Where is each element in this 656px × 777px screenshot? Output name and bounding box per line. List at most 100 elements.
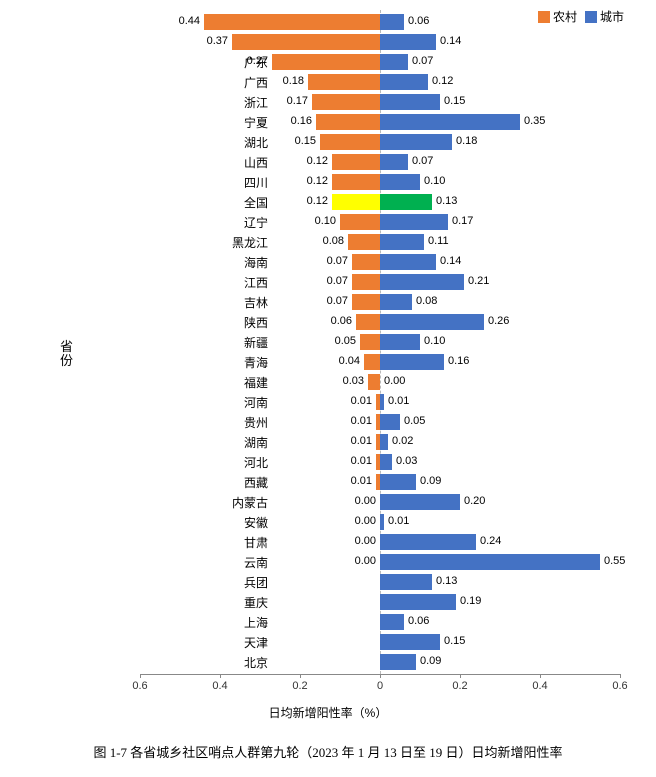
bar-urban [380, 34, 436, 50]
bar-urban [380, 354, 444, 370]
bar-urban [380, 94, 440, 110]
value-label-urban: 0.03 [396, 455, 417, 467]
value-label-rural: 0.00 [355, 515, 376, 527]
table-row: 全国 0.12 0.13 [140, 192, 620, 212]
table-row: 重庆0.19 [140, 592, 620, 612]
table-row: 宁夏0.160.35 [140, 112, 620, 132]
bar-urban [380, 554, 600, 570]
category-label: 福建 [148, 374, 268, 391]
category-label: 广西 [148, 74, 268, 91]
value-label-rural: 0.16 [291, 115, 312, 127]
bar-rural [232, 34, 380, 50]
value-label-urban: 0.13 [436, 195, 457, 207]
bar-rural [368, 374, 380, 390]
value-label-rural: 0.12 [307, 195, 328, 207]
value-label-rural: 0.15 [295, 135, 316, 147]
table-row: 河北0.010.03 [140, 452, 620, 472]
value-label-urban: 0.26 [488, 315, 509, 327]
bar-urban [380, 614, 404, 630]
bar-urban [380, 174, 420, 190]
category-label: 天津 [148, 634, 268, 651]
bar-rural [360, 334, 380, 350]
x-tick [300, 674, 301, 678]
bar-urban [380, 434, 388, 450]
table-row: 新疆0.050.10 [140, 332, 620, 352]
category-label: 陕西 [148, 314, 268, 331]
table-row: 陕西 0.06 0.26 [140, 312, 620, 332]
value-label-rural: 0.00 [355, 495, 376, 507]
bar-rural [272, 54, 380, 70]
bar-rural [320, 134, 380, 150]
category-label: 辽宁 [148, 214, 268, 231]
value-label-rural: 0.05 [335, 335, 356, 347]
category-label: 江西 [148, 274, 268, 291]
category-label: 安徽 [148, 514, 268, 531]
bar-rural [356, 314, 380, 330]
value-label-rural: 0.03 [343, 375, 364, 387]
bar-rural [312, 94, 380, 110]
value-label-urban: 0.01 [388, 395, 409, 407]
bar-urban [380, 114, 520, 130]
value-label-rural: 0.12 [307, 175, 328, 187]
value-label-urban: 0.11 [428, 235, 449, 247]
value-label-rural: 0.07 [327, 275, 348, 287]
value-label-urban: 0.55 [604, 555, 625, 567]
bar-urban [380, 594, 456, 610]
value-label-rural: 0.01 [351, 435, 372, 447]
category-label: 内蒙古 [148, 494, 268, 511]
table-row: 山东0.440.06 [140, 12, 620, 32]
table-row: 云南0.000.55 [140, 552, 620, 572]
value-label-urban: 0.20 [464, 495, 485, 507]
category-label: 甘肃 [148, 534, 268, 551]
value-label-urban: 0.10 [424, 175, 445, 187]
bar-urban [380, 154, 408, 170]
value-label-urban: 0.16 [448, 355, 469, 367]
category-label: 山西 [148, 154, 268, 171]
table-row: 辽宁0.100.17 [140, 212, 620, 232]
table-row: 山西0.120.07 [140, 152, 620, 172]
bar-rural [332, 194, 380, 210]
table-row: 福建0.030.00 [140, 372, 620, 392]
value-label-rural: 0.06 [331, 315, 352, 327]
bar-urban [380, 574, 432, 590]
value-label-rural: 0.44 [179, 15, 200, 27]
value-label-rural: 0.37 [207, 35, 228, 47]
bar-urban [380, 14, 404, 30]
bar-rural [204, 14, 380, 30]
bar-rural [316, 114, 380, 130]
value-label-rural: 0.10 [315, 215, 336, 227]
value-label-urban: 0.14 [440, 35, 461, 47]
category-label: 全国 [148, 194, 268, 211]
category-label: 兵团 [148, 574, 268, 591]
table-row: 浙江0.170.15 [140, 92, 620, 112]
bar-rural [348, 234, 380, 250]
value-label-urban: 0.09 [420, 655, 441, 667]
x-tick [380, 674, 381, 678]
value-label-rural: 0.12 [307, 155, 328, 167]
bar-urban [380, 394, 384, 410]
category-label: 浙江 [148, 94, 268, 111]
value-label-rural: 0.00 [355, 535, 376, 547]
value-label-urban: 0.02 [392, 435, 413, 447]
bar-rural [332, 174, 380, 190]
chart-container: 农村 城市 省 份 山东0.440.06江苏0.370.14广东0.270.07… [0, 0, 656, 777]
table-row: 江苏0.370.14 [140, 32, 620, 52]
bar-urban [380, 74, 428, 90]
bar-urban [380, 514, 384, 530]
y-axis-title-line1: 省 [60, 339, 73, 354]
category-label: 海南 [148, 254, 268, 271]
plot-area: 山东0.440.06江苏0.370.14广东0.270.07广西0.180.12… [140, 10, 620, 690]
bar-urban [380, 214, 448, 230]
category-label: 河南 [148, 394, 268, 411]
category-label: 河北 [148, 454, 268, 471]
category-label: 重庆 [148, 594, 268, 611]
bar-rural [364, 354, 380, 370]
bar-rural [352, 254, 380, 270]
x-axis-title: 日均新增阳性率（%） [0, 704, 656, 721]
table-row: 广西0.180.12 [140, 72, 620, 92]
value-label-rural: 0.07 [327, 255, 348, 267]
table-row: 吉林0.070.08 [140, 292, 620, 312]
value-label-urban: 0.15 [444, 635, 465, 647]
y-axis-title-line2: 份 [60, 353, 73, 368]
category-label: 黑龙江 [148, 234, 268, 251]
